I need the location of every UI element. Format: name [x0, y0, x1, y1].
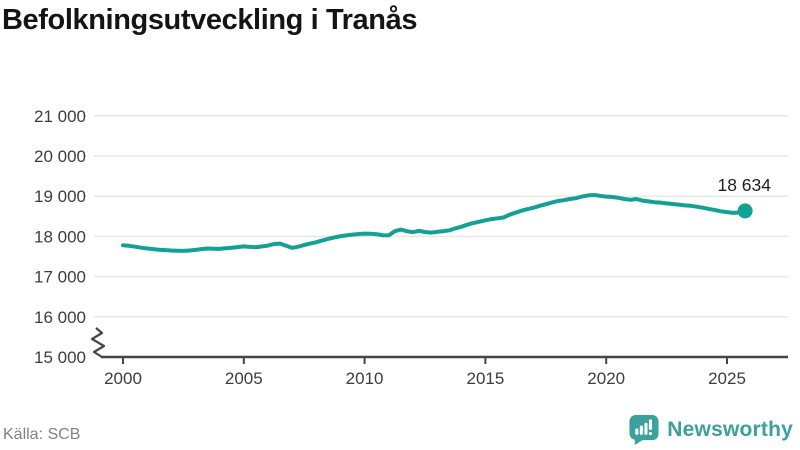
- end-value-label: 18 634: [717, 175, 771, 195]
- y-tick-label: 18 000: [34, 227, 86, 246]
- axis-break-icon: [90, 327, 106, 358]
- x-tick-label: 2020: [587, 369, 625, 388]
- source-label: Källa: SCB: [3, 426, 81, 443]
- population-line: [121, 193, 748, 253]
- x-tick-label: 2015: [466, 369, 504, 388]
- y-tick-label: 21 000: [34, 107, 86, 126]
- page-title: Befolkningsutveckling i Tranås: [2, 4, 418, 36]
- brand-name: Newsworthy: [667, 418, 793, 441]
- y-tick-label: 17 000: [34, 268, 86, 287]
- y-tick-label: 19 000: [34, 187, 86, 206]
- x-tick-label: 2005: [225, 369, 263, 388]
- x-tick-label: 2000: [104, 369, 142, 388]
- y-tick-label: 20 000: [34, 147, 86, 166]
- x-tick-label: 2025: [708, 369, 746, 388]
- newsworthy-brand: Newsworthy: [628, 414, 793, 446]
- newsworthy-logo-icon: [629, 414, 659, 446]
- end-point-dot: [737, 203, 753, 219]
- y-tick-label: 16 000: [34, 308, 86, 327]
- x-tick-label: 2010: [346, 369, 384, 388]
- y-tick-label: 15 000: [34, 348, 86, 367]
